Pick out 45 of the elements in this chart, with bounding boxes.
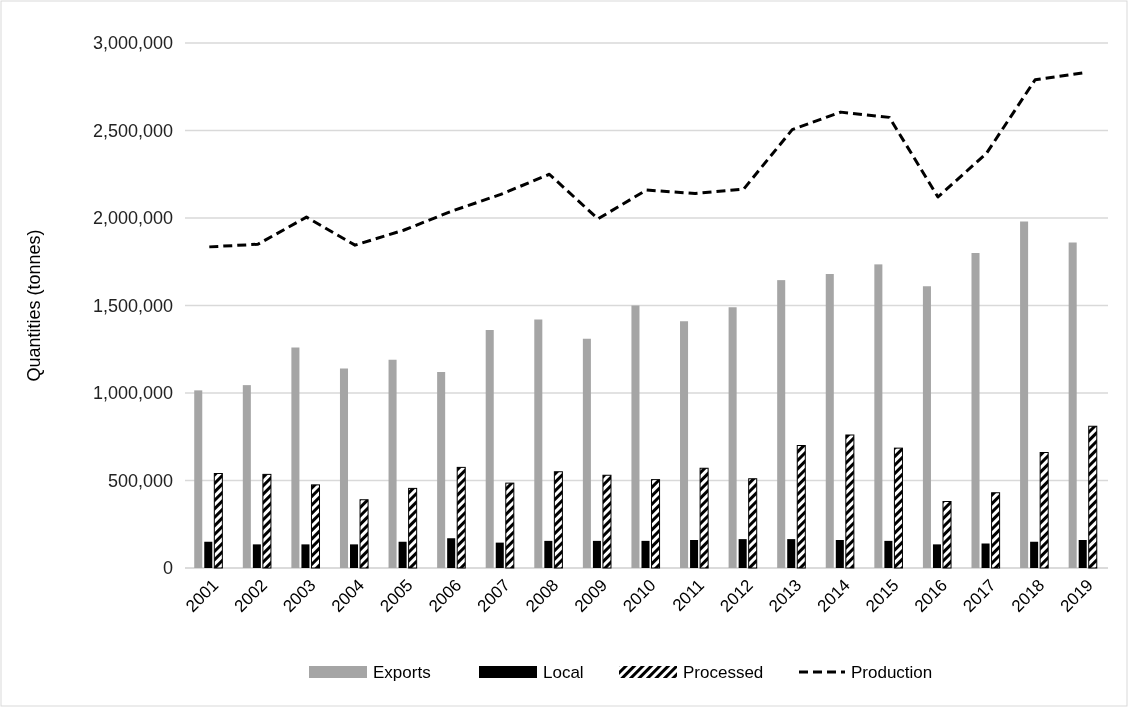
y-tick-label: 2,000,000 bbox=[92, 208, 173, 229]
bar bbox=[1068, 242, 1077, 568]
bar bbox=[631, 305, 640, 568]
bar bbox=[728, 307, 737, 568]
bar bbox=[796, 445, 806, 569]
bar bbox=[884, 540, 893, 568]
y-tick-label: 500,000 bbox=[107, 470, 173, 491]
bar bbox=[544, 540, 553, 568]
bar bbox=[582, 338, 591, 568]
bar bbox=[213, 473, 223, 569]
bar bbox=[204, 541, 213, 568]
bar bbox=[922, 286, 931, 568]
legend-label: Production bbox=[851, 663, 933, 682]
y-tick-label: 0 bbox=[162, 558, 173, 579]
y-tick-label: 1,500,000 bbox=[92, 295, 173, 316]
bar bbox=[1039, 452, 1049, 569]
bar bbox=[534, 319, 543, 568]
bar bbox=[874, 264, 883, 568]
legend-label: Exports bbox=[373, 663, 431, 682]
bar bbox=[242, 385, 251, 568]
y-tick-label: 1,000,000 bbox=[92, 383, 173, 404]
bar bbox=[388, 359, 397, 568]
bar bbox=[437, 372, 446, 568]
bar bbox=[1030, 541, 1039, 568]
y-axis-title: Quantities (tonnes) bbox=[24, 229, 44, 382]
y-tick-label: 2,500,000 bbox=[92, 120, 173, 141]
bar bbox=[777, 280, 786, 568]
bar bbox=[301, 544, 310, 568]
bar bbox=[291, 347, 300, 568]
bar bbox=[825, 274, 834, 568]
y-tick-label: 3,000,000 bbox=[92, 33, 173, 54]
bar bbox=[447, 538, 456, 568]
bar bbox=[194, 390, 203, 568]
legend-label: Processed bbox=[683, 663, 764, 682]
bar bbox=[1020, 221, 1029, 568]
bar bbox=[553, 471, 563, 569]
legend-label: Local bbox=[543, 663, 584, 682]
bar bbox=[787, 539, 796, 568]
bar bbox=[485, 330, 494, 568]
bar bbox=[456, 466, 466, 569]
bar bbox=[680, 321, 689, 568]
bar bbox=[893, 447, 903, 569]
bar bbox=[339, 368, 349, 568]
bar bbox=[310, 484, 321, 569]
bar bbox=[971, 253, 980, 568]
